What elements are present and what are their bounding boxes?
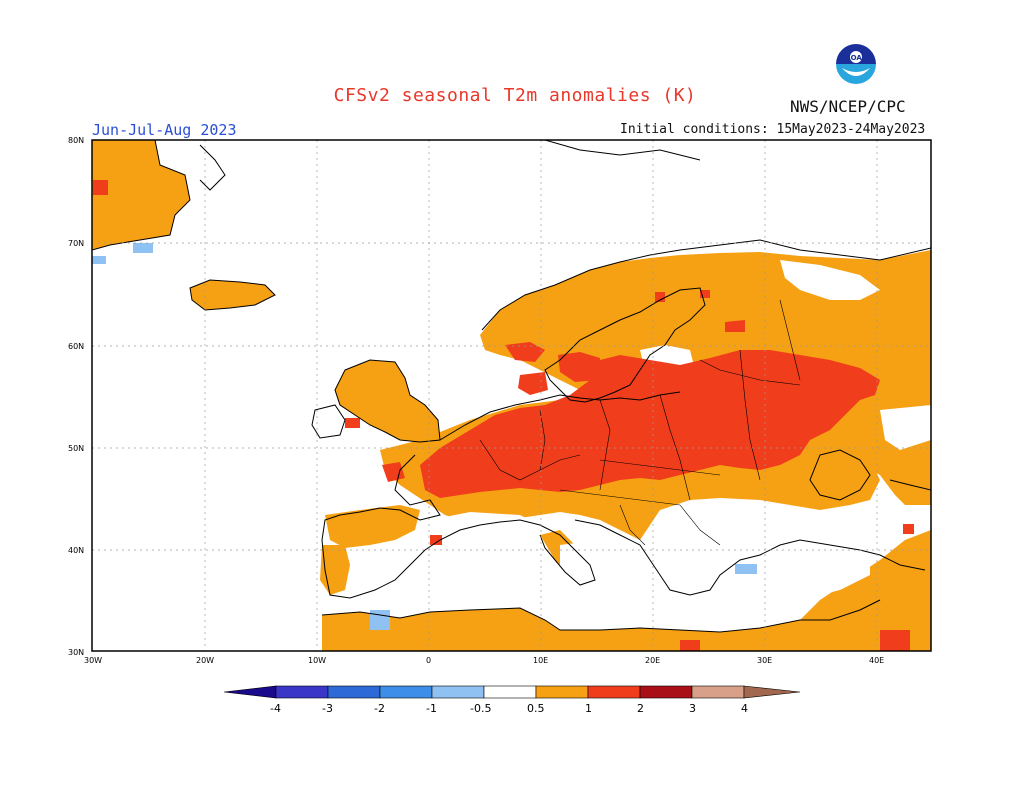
lon-label: 10W (308, 656, 326, 665)
lon-label: 30E (757, 656, 772, 665)
longitude-labels: 30W 20W 10W 0 10E 20E 30E 40E (84, 656, 884, 665)
colorbar-segment (483, 685, 537, 699)
lon-label: 40E (869, 656, 884, 665)
country-borders (479, 299, 801, 546)
colorbar (223, 685, 801, 699)
grid-lines (92, 140, 931, 651)
lon-label: 20W (196, 656, 214, 665)
initial-conditions-label: Initial conditions: 15May2023-24May2023 (620, 122, 926, 137)
colorbar-label: -3 (322, 702, 333, 715)
colorbar-label: -1 (426, 702, 437, 715)
map-frame (91, 139, 932, 652)
colorbar-label: -2 (374, 702, 385, 715)
colorbar-segment (379, 685, 433, 699)
lon-label: 20E (645, 656, 660, 665)
colorbar-segment (639, 685, 693, 699)
lon-label: 0 (426, 656, 431, 665)
colorbar-label: 4 (741, 702, 748, 715)
colorbar-label: 3 (689, 702, 696, 715)
colorbar-segment (587, 685, 641, 699)
lat-label: 80N (68, 136, 84, 145)
agency-label: NWS/NCEP/CPC (790, 97, 906, 116)
latitude-labels: 80N 70N 60N 50N 40N 30N (68, 136, 84, 657)
noaa-logo-text: NOAA (845, 54, 868, 62)
colorbar-label: 0.5 (527, 702, 545, 715)
lon-label: 10E (533, 656, 548, 665)
colorbar-label: -0.5 (470, 702, 491, 715)
colorbar-segment (327, 685, 381, 699)
lat-label: 50N (68, 444, 84, 453)
colorbar-segment (431, 685, 485, 699)
colorbar-segment (691, 685, 745, 699)
noaa-logo: NOAA (833, 41, 879, 87)
lon-label: 30W (84, 656, 102, 665)
lat-label: 70N (68, 239, 84, 248)
colorbar-label: -4 (270, 702, 281, 715)
colorbar-label: 1 (585, 702, 592, 715)
colorbar-segment (743, 685, 801, 699)
chart-title: CFSv2 seasonal T2m anomalies (K) (333, 85, 697, 106)
colorbar-label: 2 (637, 702, 644, 715)
lat-label: 40N (68, 546, 84, 555)
coastlines (92, 140, 931, 633)
colorbar-segment (275, 685, 329, 699)
colorbar-segment (535, 685, 589, 699)
colorbar-segment (223, 685, 277, 699)
anomaly-blue-regions (92, 243, 757, 630)
neutral-regions (350, 260, 931, 612)
lat-label: 60N (68, 342, 84, 351)
lat-label: 30N (68, 648, 84, 657)
season-label: Jun-Jul-Aug 2023 (92, 121, 237, 139)
colorbar-labels: -4 -3 -2 -1 -0.5 0.5 1 2 3 4 (270, 702, 748, 715)
